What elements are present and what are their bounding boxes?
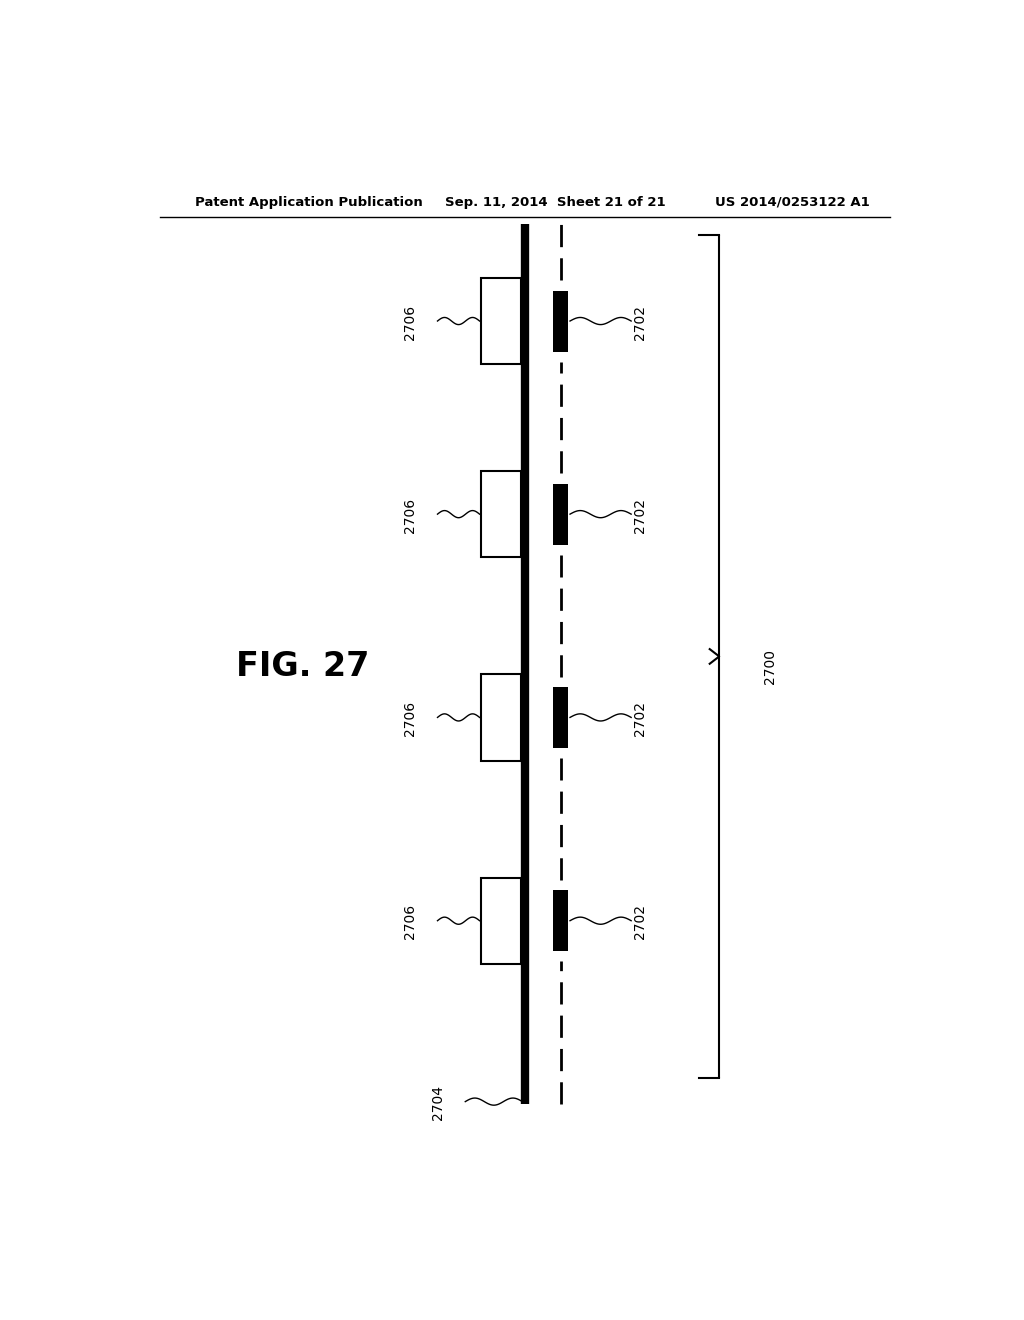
Text: 2700: 2700 — [763, 649, 777, 684]
Text: 2706: 2706 — [403, 305, 418, 339]
Text: Patent Application Publication: Patent Application Publication — [196, 195, 423, 209]
Text: 2702: 2702 — [633, 701, 647, 737]
Text: 2702: 2702 — [633, 904, 647, 940]
Bar — [553, 890, 567, 952]
Bar — [481, 878, 521, 964]
Bar — [481, 675, 521, 760]
Bar — [481, 471, 521, 557]
Bar — [553, 290, 567, 351]
Text: 2702: 2702 — [633, 305, 647, 339]
Text: 2706: 2706 — [403, 498, 418, 533]
Text: FIG. 27: FIG. 27 — [236, 651, 370, 684]
Text: 2706: 2706 — [403, 904, 418, 940]
Text: 2704: 2704 — [431, 1085, 445, 1121]
Text: 2706: 2706 — [403, 701, 418, 737]
Bar — [553, 483, 567, 545]
Text: Sep. 11, 2014  Sheet 21 of 21: Sep. 11, 2014 Sheet 21 of 21 — [445, 195, 666, 209]
Bar — [481, 277, 521, 364]
Text: 2702: 2702 — [633, 498, 647, 533]
Text: US 2014/0253122 A1: US 2014/0253122 A1 — [715, 195, 870, 209]
Bar — [553, 686, 567, 748]
